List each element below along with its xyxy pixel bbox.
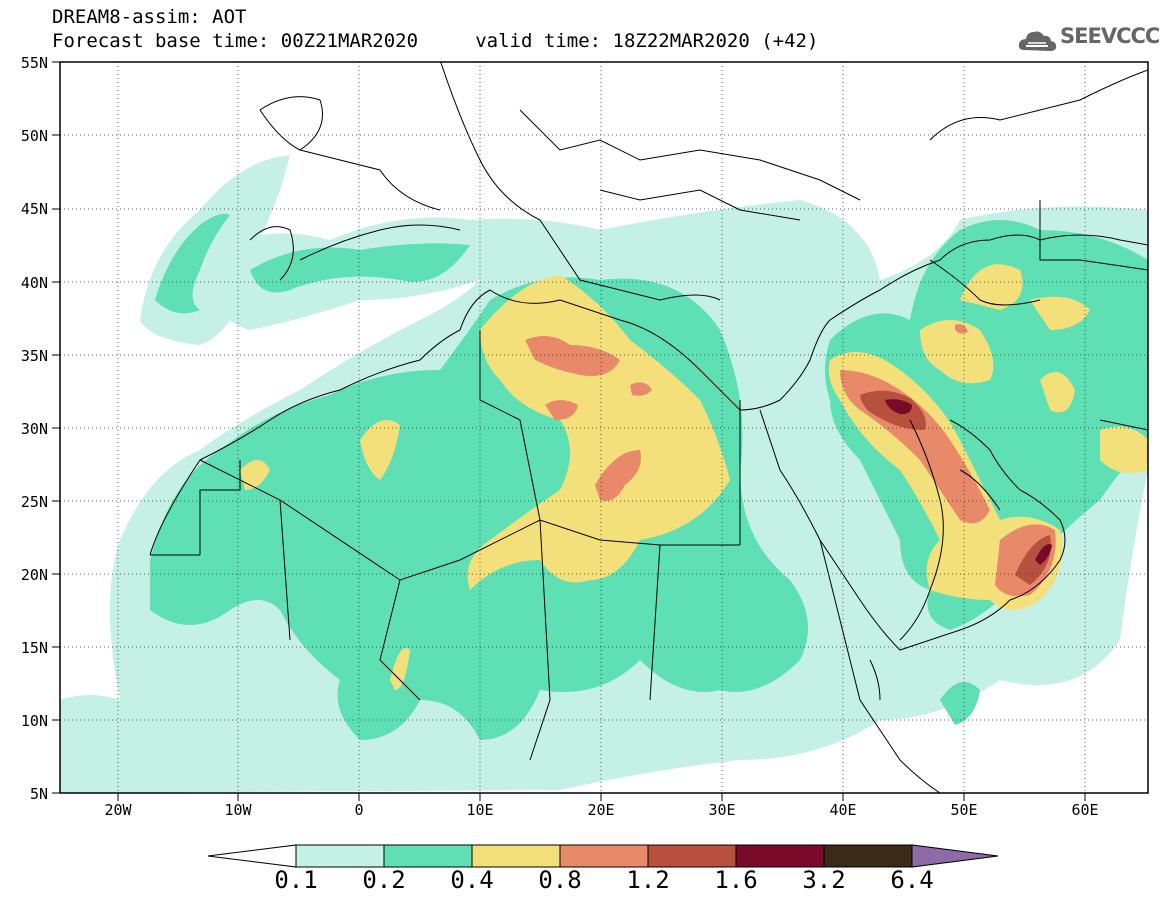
colorbar-low-arrow [207, 844, 297, 868]
lon-label: 10W [224, 801, 252, 819]
lon-label: 20W [104, 801, 132, 819]
lat-label: 25N [21, 493, 48, 511]
colorbar-label: 1.2 [626, 866, 670, 894]
colorbar-label: 1.6 [714, 866, 758, 894]
colorbar-swatch [471, 844, 561, 868]
colorbar-label: 0.2 [362, 866, 406, 894]
colorbar-label: 3.2 [802, 866, 846, 894]
colorbar-swatch [383, 844, 473, 868]
lat-label: 55N [21, 54, 48, 72]
lon-label: 40E [829, 801, 856, 819]
title-line-1: DREAM8-assim: AOT [52, 6, 247, 28]
lat-label: 20N [21, 566, 48, 584]
ticks [52, 61, 1086, 801]
lat-label: 5N [30, 785, 48, 803]
lat-label: 40N [21, 274, 48, 292]
colorbar-swatch [823, 844, 913, 868]
lon-label: 30E [708, 801, 735, 819]
lon-label: 0 [354, 801, 363, 819]
lat-label: 10N [21, 712, 48, 730]
colorbar-high-arrow [911, 844, 999, 868]
lon-label: 50E [950, 801, 977, 819]
lon-label: 60E [1071, 801, 1098, 819]
colorbar-swatch [295, 844, 385, 868]
lon-label: 20E [587, 801, 614, 819]
lat-label: 50N [21, 127, 48, 145]
coastlines [60, 62, 1148, 793]
colorbar-label: 6.4 [890, 866, 934, 894]
colorbar-swatch [559, 844, 649, 868]
colorbar-swatch [735, 844, 825, 868]
colorbar-swatch [647, 844, 737, 868]
colorbar [207, 844, 999, 868]
lat-label: 45N [21, 200, 48, 218]
lon-label: 10E [466, 801, 493, 819]
graticule [60, 62, 1148, 793]
logo-text: SEEVCCC [1060, 24, 1160, 48]
lat-label: 30N [21, 420, 48, 438]
colorbar-label: 0.4 [450, 866, 494, 894]
lat-labels: 55N 50N 45N 40N 35N 30N 25N 20N 15N 10N … [21, 54, 48, 803]
lat-label: 35N [21, 347, 48, 365]
title-line-2: Forecast base time: 00Z21MAR2020 valid t… [52, 30, 819, 52]
colorbar-label: 0.1 [274, 866, 318, 894]
lon-labels: 20W 10W 0 10E 20E 30E 40E 50E 60E [104, 801, 1098, 819]
colorbar-label: 0.8 [538, 866, 582, 894]
lat-label: 15N [21, 639, 48, 657]
aot-band-1.6-3.2 [885, 399, 1052, 565]
cloud-icon [1018, 31, 1057, 51]
